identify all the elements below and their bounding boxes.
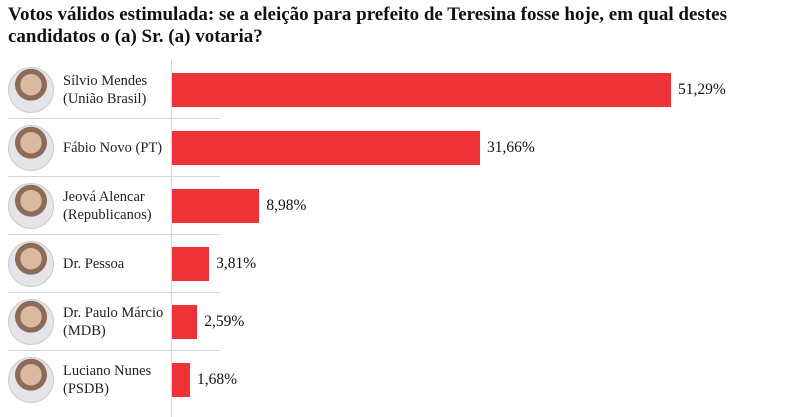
category-label: Dr. Paulo Márcio (MDB) — [63, 293, 163, 351]
y-axis-line — [171, 60, 172, 417]
category-label: Fábio Novo (PT) — [63, 119, 162, 177]
data-label: 1,68% — [197, 371, 238, 388]
candidate-photo — [8, 67, 54, 113]
category-label-line: Dr. Pessoa — [63, 256, 125, 272]
category-label-line: (MDB) — [63, 323, 106, 339]
candidate-photo — [8, 299, 54, 345]
candidate-photo — [8, 241, 54, 287]
candidate-photo — [8, 183, 54, 229]
row-divider — [8, 118, 220, 119]
category-label-line: (União Brasil) — [63, 91, 147, 107]
chart-row: Fábio Novo (PT) 31,66% — [0, 119, 800, 177]
row-divider — [8, 292, 220, 293]
data-label: 51,29% — [678, 81, 726, 98]
bar — [172, 363, 190, 397]
category-label-line: Sílvio Mendes — [63, 73, 148, 89]
data-label: 3,81% — [216, 255, 257, 272]
row-divider — [8, 234, 220, 235]
candidate-photo — [8, 357, 54, 403]
chart-row: Dr. Paulo Márcio (MDB) 2,59% — [0, 293, 800, 351]
data-label: 8,98% — [266, 197, 307, 214]
category-label: Dr. Pessoa — [63, 235, 124, 293]
category-label-line: Luciano Nunes — [63, 363, 152, 379]
bar — [172, 189, 260, 223]
row-divider — [8, 350, 220, 351]
chart-row: Luciano Nunes (PSDB) 1,68% — [0, 351, 800, 409]
category-label-line: (Republicanos) — [63, 207, 152, 223]
category-label-line: Jeová Alencar — [63, 189, 145, 205]
chart-row: Jeová Alencar (Republicanos) 8,98% — [0, 177, 800, 235]
chart-title: Votos válidos estimulada: se a eleição p… — [8, 4, 727, 47]
chart-row: Sílvio Mendes (União Brasil) 51,29% — [0, 61, 800, 119]
category-label: Luciano Nunes (PSDB) — [63, 351, 151, 409]
chart-row: Dr. Pessoa 3,81% — [0, 235, 800, 293]
candidate-photo — [8, 125, 54, 171]
bar — [172, 247, 210, 281]
bar — [172, 305, 198, 339]
category-label: Sílvio Mendes (União Brasil) — [63, 61, 147, 119]
category-label-line: Dr. Paulo Márcio — [63, 305, 164, 321]
category-label-line: (PSDB) — [63, 381, 109, 397]
category-label: Jeová Alencar (Republicanos) — [63, 177, 152, 235]
data-label: 31,66% — [487, 139, 535, 156]
bar — [172, 73, 671, 107]
bar — [172, 131, 481, 165]
category-label-line: Fábio Novo (PT) — [63, 140, 163, 156]
row-divider — [8, 176, 220, 177]
data-label: 2,59% — [204, 313, 245, 330]
